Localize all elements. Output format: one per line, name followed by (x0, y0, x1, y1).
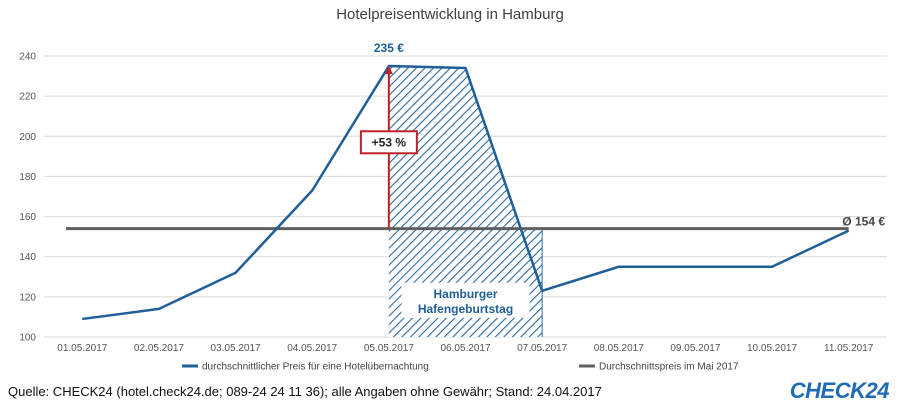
increase-label: +53 % (372, 135, 407, 149)
legend: durchschnittlicher Preis für eine Hotelü… (182, 362, 739, 373)
logo-number: 24 (865, 378, 890, 403)
y-tick-label: 140 (19, 252, 36, 263)
source-note: Quelle: CHECK24 (hotel.check24.de; 089-2… (8, 384, 602, 399)
average-label: Ø 154 € (842, 215, 885, 229)
y-tick-label: 120 (19, 292, 36, 303)
x-tick-label: 01.05.2017 (57, 343, 107, 354)
check24-logo: CHECK24 (789, 378, 890, 404)
y-tick-label: 160 (19, 212, 36, 223)
chart-title: Hotelpreisentwicklung in Hamburg (336, 6, 564, 23)
y-tick-label: 100 (19, 333, 36, 344)
event-label-box (401, 282, 530, 318)
price-line (82, 64, 850, 321)
y-tick-label: 180 (19, 172, 36, 183)
annotations: +53 % 235 € Ø 154 € HamburgerHafengeburtsta… (359, 41, 885, 318)
x-tick-label: 06.05.2017 (440, 343, 490, 354)
increase-arrow-head (384, 66, 393, 75)
event-hatch (388, 66, 543, 338)
x-tick-label: 09.05.2017 (670, 343, 720, 354)
x-tick-label: 11.05.2017 (824, 343, 874, 354)
x-tick-label: 10.05.2017 (747, 343, 797, 354)
x-tick-label: 07.05.2017 (517, 343, 567, 354)
y-tick-label: 220 (19, 92, 36, 103)
peak-label: 235 € (374, 41, 404, 55)
event-label-line2: Hafengeburtstag (418, 302, 513, 316)
event-label-line1: Hamburger (433, 287, 497, 301)
x-tick-label: 08.05.2017 (594, 343, 644, 354)
y-tick-label: 200 (19, 132, 36, 143)
logo-text: CHECK (789, 378, 866, 403)
legend-label-average: Durchschnittspreis im Mai 2017 (599, 362, 739, 373)
x-tick-label: 05.05.2017 (364, 343, 414, 354)
y-tick-label: 240 (19, 52, 36, 63)
x-tick-label: 03.05.2017 (211, 343, 261, 354)
legend-label-price: durchschnittlicher Preis für eine Hotelü… (202, 362, 429, 373)
increase-label-box (359, 130, 418, 155)
x-tick-label: 02.05.2017 (134, 343, 184, 354)
x-tick-label: 04.05.2017 (287, 343, 337, 354)
event-area (388, 66, 543, 338)
axes: 100 120 140 160 180 200 220 240 01.05.2017 02.05.… (19, 52, 873, 355)
